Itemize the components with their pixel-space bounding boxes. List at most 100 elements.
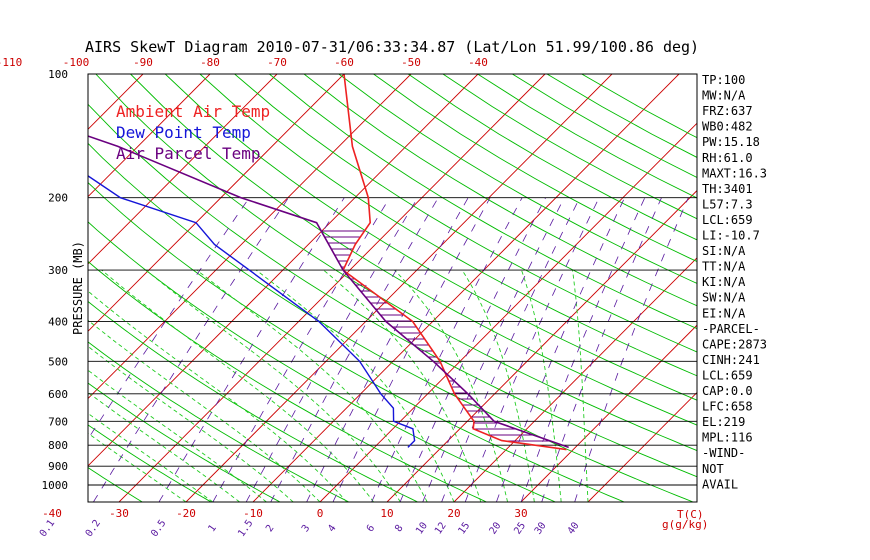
top-temp-tick-label: -100 bbox=[63, 56, 90, 69]
stat-line: LCL:659 bbox=[702, 368, 753, 382]
legend-parcel: Air Parcel Temp bbox=[116, 144, 261, 163]
dry-adiabat-line bbox=[199, 74, 697, 377]
dry-adiabat-line bbox=[0, 74, 73, 502]
isotherm-line bbox=[319, 122, 697, 502]
moist-adiabats bbox=[88, 269, 589, 502]
isotherm-line bbox=[185, 74, 613, 502]
dry-adiabat-line bbox=[269, 74, 697, 330]
mixing-ratio-line bbox=[88, 197, 250, 440]
parcel-temp-line bbox=[88, 135, 569, 449]
bottom-temp-tick-label: 10 bbox=[380, 507, 393, 520]
stat-line: WB0:482 bbox=[702, 120, 753, 134]
dry-adiabat-line bbox=[338, 74, 697, 284]
mixing-ratio-tick-label: 20 bbox=[488, 520, 504, 536]
moist-adiabat-line bbox=[461, 269, 535, 502]
mixing-ratio-tick-label: 40 bbox=[566, 520, 582, 536]
dry-adiabat-line bbox=[303, 74, 697, 307]
mixing-ratio-line bbox=[422, 197, 565, 502]
isotherm-line bbox=[520, 324, 697, 502]
pressure-tick-label: 900 bbox=[48, 460, 68, 473]
moist-adiabat-line bbox=[394, 269, 509, 502]
dewpoint-temp-line bbox=[88, 175, 416, 448]
isobars bbox=[88, 197, 697, 486]
top-temp-tick-label: -70 bbox=[267, 56, 287, 69]
mixing-ratio-tick-label: 30 bbox=[533, 520, 549, 536]
y-axis-label: PRESSURE (MB) bbox=[71, 241, 85, 335]
stat-line: -WIND- bbox=[702, 446, 745, 460]
moist-adiabat-line bbox=[521, 269, 562, 502]
stat-line: SI:N/A bbox=[702, 244, 746, 258]
pressure-tick-label: 300 bbox=[48, 264, 68, 277]
isotherms bbox=[0, 74, 697, 502]
top-temp-tick-label: -110 bbox=[0, 56, 22, 69]
stat-line: MPL:116 bbox=[702, 431, 753, 445]
mixing-ratio-line bbox=[520, 197, 646, 502]
top-temp-tick-label: -60 bbox=[334, 56, 354, 69]
isotherm-line bbox=[0, 74, 9, 502]
dry-adiabat-line bbox=[234, 74, 697, 353]
mixing-ratio-unit-label: g(g/kg) bbox=[662, 518, 708, 531]
pressure-tick-label: 800 bbox=[48, 439, 68, 452]
mixing-ratio-line bbox=[574, 197, 689, 502]
bottom-temp-tick-label: -40 bbox=[42, 507, 62, 520]
mixing-ratio-line bbox=[541, 197, 662, 502]
mixing-ratio-line bbox=[158, 197, 345, 502]
moist-adiabat-line bbox=[88, 345, 294, 502]
mixing-ratio-tick-label: 1.5 bbox=[236, 518, 255, 539]
mixing-ratio-tick-label: 0.1 bbox=[38, 518, 57, 539]
plot-frame bbox=[87, 73, 698, 503]
isotherm-line bbox=[88, 74, 345, 332]
legend: Ambient Air Temp Dew Point Temp Air Parc… bbox=[116, 102, 270, 163]
pressure-tick-label: 600 bbox=[48, 388, 68, 401]
stat-line: CAPE:2873 bbox=[702, 337, 767, 351]
stat-line: MAXT:16.3 bbox=[702, 166, 767, 180]
isotherm-line bbox=[587, 391, 697, 502]
chart-title: AIRS SkewT Diagram 2010-07-31/06:33:34.8… bbox=[85, 38, 699, 56]
pressure-tick-label: 400 bbox=[48, 315, 68, 328]
stat-line: MW:N/A bbox=[702, 89, 746, 103]
moist-adiabat-line bbox=[88, 369, 267, 502]
dry-adiabat-line bbox=[373, 74, 697, 262]
moist-adiabat-line bbox=[145, 269, 401, 502]
stat-line: CINH:241 bbox=[702, 353, 760, 367]
pressure-tick-label: 700 bbox=[48, 415, 68, 428]
mixing-ratio-tick-label: 1 bbox=[206, 523, 218, 534]
stat-line: TP:100 bbox=[702, 73, 745, 87]
bottom-temp-tick-label: -30 bbox=[109, 507, 129, 520]
top-temp-tick-label: -80 bbox=[200, 56, 220, 69]
mixing-ratio-tick-label: 4 bbox=[326, 523, 338, 534]
moist-adiabat-line bbox=[88, 432, 187, 502]
pressure-tick-label: 1000 bbox=[42, 479, 69, 492]
stat-line: LCL:659 bbox=[702, 213, 753, 227]
mixing-ratio-tick-label: 8 bbox=[393, 523, 405, 534]
axis-ticks: 1002003004005006007008009001000-120-110-… bbox=[0, 56, 582, 539]
legend-ambient: Ambient Air Temp bbox=[116, 102, 270, 121]
mixing-ratio-tick-label: 0.5 bbox=[149, 518, 168, 539]
mixing-ratio-line bbox=[464, 197, 600, 502]
mixing-ratio-line bbox=[399, 197, 546, 502]
legend-dewpoint: Dew Point Temp bbox=[116, 123, 251, 142]
stat-line: LI:-10.7 bbox=[702, 229, 760, 243]
stat-line: RH:61.0 bbox=[702, 151, 753, 165]
moist-adiabat-line bbox=[88, 290, 348, 502]
dry-adiabat-line bbox=[88, 424, 212, 502]
pressure-tick-label: 100 bbox=[48, 68, 68, 81]
mixing-ratio-line bbox=[93, 197, 289, 502]
top-temp-tick-label: -40 bbox=[468, 56, 488, 69]
isotherm-line bbox=[0, 74, 76, 502]
ambient-temp-line bbox=[342, 74, 567, 451]
mixing-ratio-line bbox=[496, 197, 625, 502]
pressure-tick-label: 200 bbox=[48, 192, 68, 205]
stat-line: KI:N/A bbox=[702, 275, 746, 289]
mixing-ratio-tick-label: 15 bbox=[456, 520, 472, 536]
stat-line: -PARCEL- bbox=[702, 322, 760, 336]
moist-adiabat-line bbox=[88, 391, 240, 502]
dry-adiabat-line bbox=[0, 74, 5, 502]
bottom-temp-tick-label: -20 bbox=[176, 507, 196, 520]
isotherm-line bbox=[252, 74, 680, 502]
mixing-ratio-tick-label: 10 bbox=[414, 520, 430, 536]
top-temp-tick-label: -50 bbox=[401, 56, 421, 69]
stat-line: L57:7.3 bbox=[702, 197, 753, 211]
isotherm-line bbox=[88, 74, 479, 467]
